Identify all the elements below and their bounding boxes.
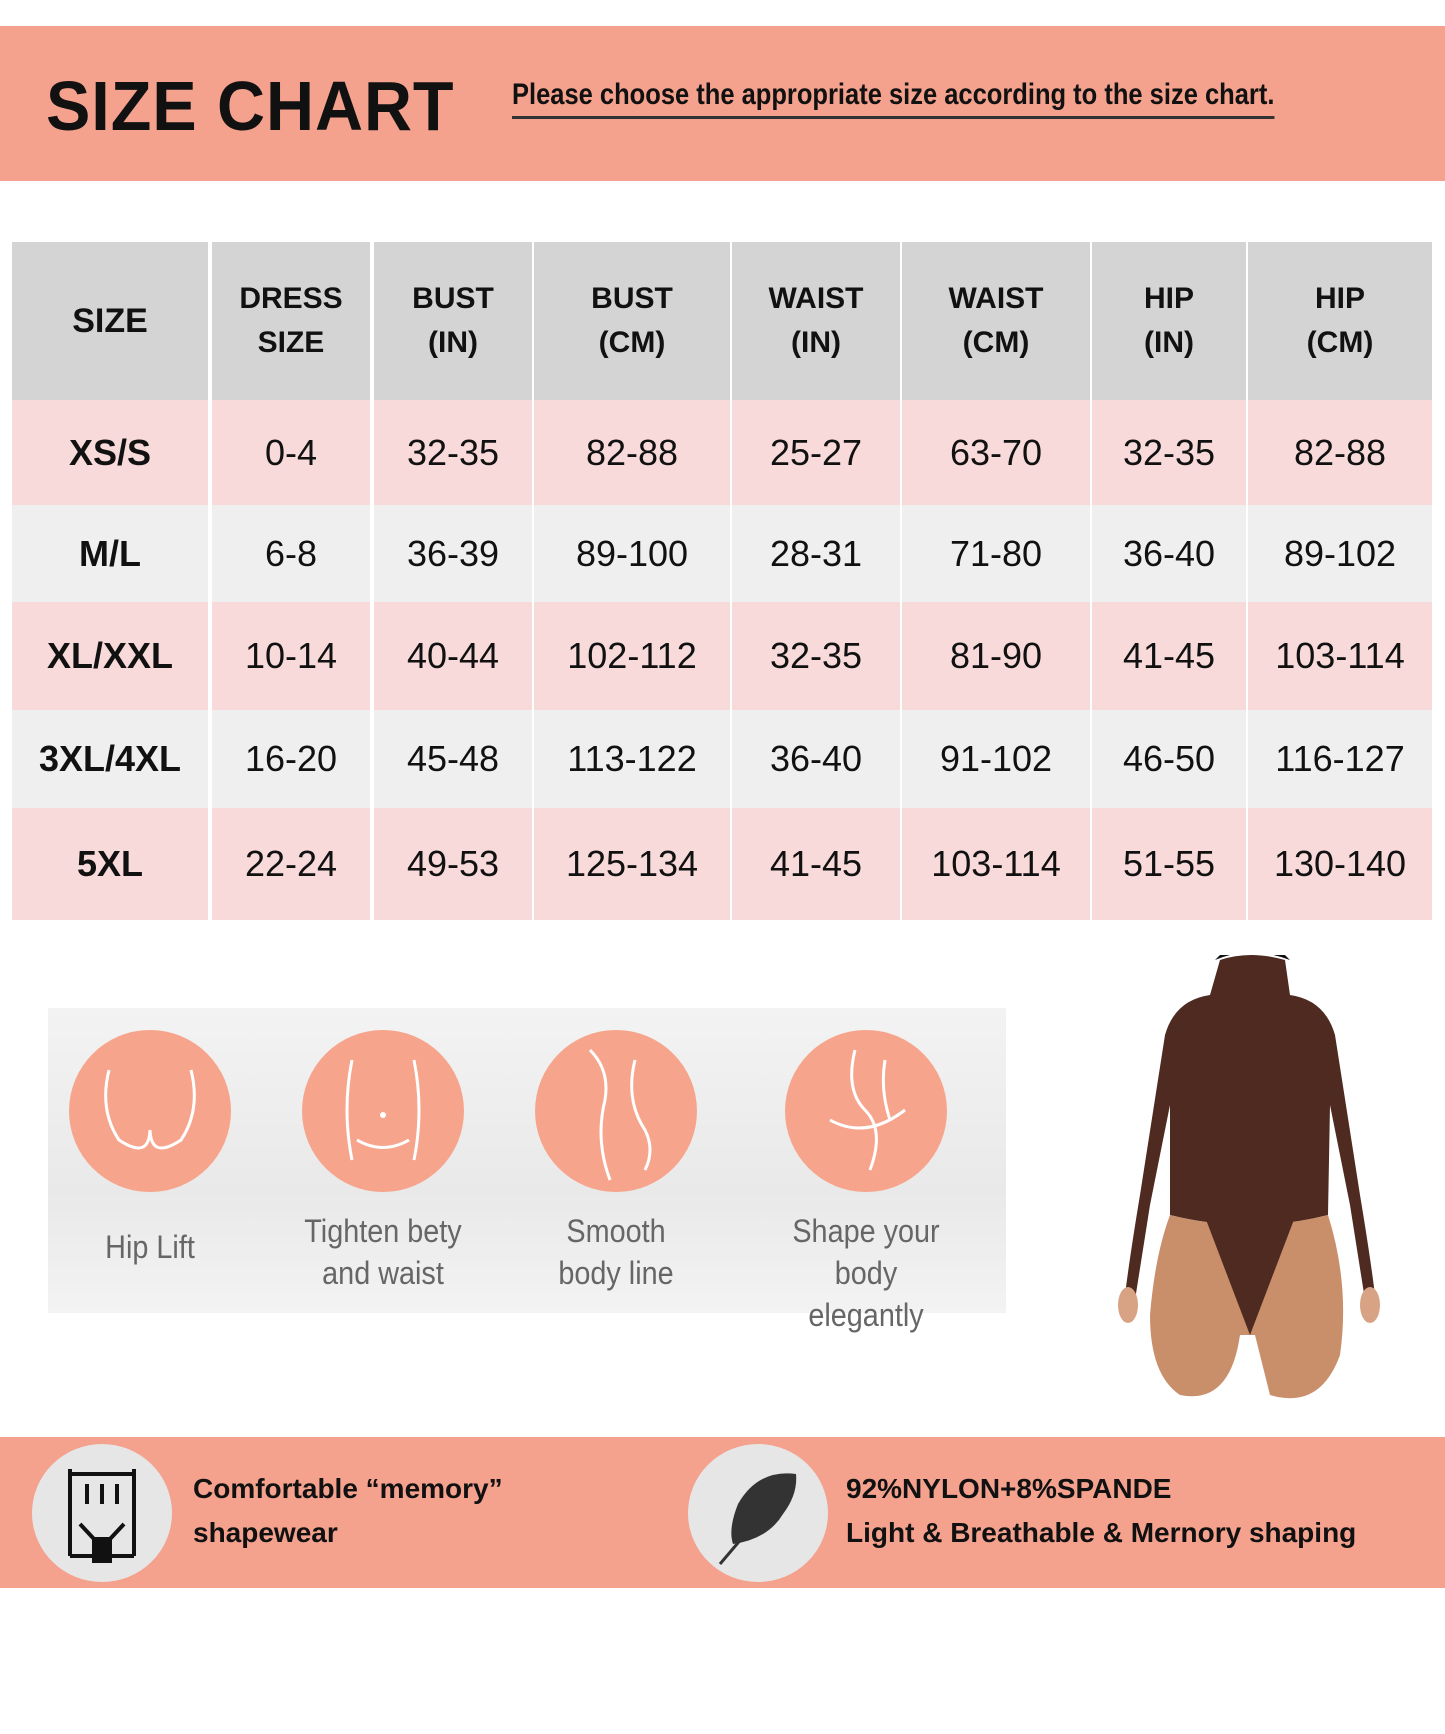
cell-bust-cm: 89-100 bbox=[534, 505, 730, 602]
hair bbox=[1215, 955, 1290, 960]
cell-waist-in: 28-31 bbox=[732, 505, 900, 602]
cell-dress-size: 10-14 bbox=[212, 602, 370, 710]
cell-dress-size: 6-8 bbox=[212, 505, 370, 602]
feature-label: Smooth body line bbox=[526, 1210, 706, 1294]
cell-hip-in: 36-40 bbox=[1092, 505, 1246, 602]
subtitle: Please choose the appropriate size accor… bbox=[512, 78, 1275, 119]
cell-hip-cm: 89-102 bbox=[1248, 505, 1432, 602]
bodysuit bbox=[1125, 955, 1375, 1300]
cell-waist-in: 32-35 bbox=[732, 602, 900, 710]
header-label: BUST (CM) bbox=[591, 282, 673, 359]
feature-label: Shape your body elegantly bbox=[776, 1210, 956, 1336]
cell-hip-cm: 116-127 bbox=[1248, 710, 1432, 808]
cell-hip-in: 41-45 bbox=[1092, 602, 1246, 710]
header-hip-in: HIP (IN) bbox=[1092, 242, 1246, 400]
cell-bust-cm: 102-112 bbox=[534, 602, 730, 710]
comfort-line2: shapewear bbox=[193, 1517, 338, 1548]
cell-bust-cm: 82-88 bbox=[534, 400, 730, 505]
header-label: BUST (IN) bbox=[412, 282, 494, 359]
cell-dress-size: 16-20 bbox=[212, 710, 370, 808]
shapewear-icon bbox=[32, 1444, 172, 1582]
cell-dress-size: 22-24 bbox=[212, 808, 370, 920]
feature-label-line1: Shape your bbox=[792, 1213, 940, 1249]
page-title: SIZE CHART bbox=[46, 67, 455, 145]
header-bust-in: BUST (IN) bbox=[374, 242, 532, 400]
cell-size: XS/S bbox=[12, 400, 208, 505]
bottom-band: Comfortable “memory” shapewear 92%NYLON+… bbox=[0, 1437, 1445, 1588]
comfort-line1: Comfortable “memory” bbox=[193, 1473, 503, 1504]
feature-label-line1: Smooth bbox=[566, 1213, 666, 1249]
header-waist-in: WAIST (IN) bbox=[732, 242, 900, 400]
header-label: HIP (CM) bbox=[1306, 282, 1374, 359]
cell-waist-in: 36-40 bbox=[732, 710, 900, 808]
header-label: WAIST (CM) bbox=[948, 282, 1044, 359]
material-text: 92%NYLON+8%SPANDE bbox=[846, 1473, 1172, 1504]
header-label: SIZE bbox=[72, 302, 148, 340]
cell-size: XL/XXL bbox=[12, 602, 208, 710]
cell-bust-cm: 113-122 bbox=[534, 710, 730, 808]
cell-waist-in: 25-27 bbox=[732, 400, 900, 505]
feature-item: Smooth body line bbox=[516, 1030, 716, 1294]
body-line-icon bbox=[535, 1030, 697, 1192]
cell-waist-cm: 71-80 bbox=[902, 505, 1090, 602]
breathable-text: Light & Breathable & Mernory shaping bbox=[846, 1517, 1357, 1548]
header-bust-cm: BUST (CM) bbox=[534, 242, 730, 400]
cell-waist-cm: 81-90 bbox=[902, 602, 1090, 710]
cell-dress-size: 0-4 bbox=[212, 400, 370, 505]
feature-item: Shape your body elegantly bbox=[766, 1030, 966, 1336]
header-label: WAIST (IN) bbox=[768, 282, 864, 359]
cell-waist-in: 41-45 bbox=[732, 808, 900, 920]
cell-hip-cm: 130-140 bbox=[1248, 808, 1432, 920]
cell-hip-cm: 103-114 bbox=[1248, 602, 1432, 710]
left-hand bbox=[1118, 1287, 1138, 1323]
feature-label-line2: body elegantly bbox=[808, 1255, 924, 1333]
header-waist-cm: WAIST (CM) bbox=[902, 242, 1090, 400]
cell-hip-in: 32-35 bbox=[1092, 400, 1246, 505]
cell-waist-cm: 63-70 bbox=[902, 400, 1090, 505]
belly-icon bbox=[302, 1030, 464, 1192]
feature-label-line2: body line bbox=[558, 1255, 674, 1291]
cell-hip-in: 51-55 bbox=[1092, 808, 1246, 920]
cell-waist-cm: 91-102 bbox=[902, 710, 1090, 808]
feature-label-line2: and waist bbox=[322, 1255, 444, 1291]
header-dress-size: DRESS SIZE bbox=[212, 242, 370, 400]
cell-bust-in: 40-44 bbox=[374, 602, 532, 710]
cell-bust-in: 32-35 bbox=[374, 400, 532, 505]
header-label: DRESS SIZE bbox=[239, 282, 343, 359]
product-image bbox=[1118, 955, 1380, 1399]
right-hand bbox=[1360, 1287, 1380, 1323]
cell-size: 3XL/4XL bbox=[12, 710, 208, 808]
hip-icon bbox=[69, 1030, 231, 1192]
body-shape-icon bbox=[785, 1030, 947, 1192]
cell-waist-cm: 103-114 bbox=[902, 808, 1090, 920]
feature-item: Tighten bety and waist bbox=[283, 1030, 483, 1294]
feature-label: Tighten bety and waist bbox=[293, 1210, 473, 1294]
cell-hip-cm: 82-88 bbox=[1248, 400, 1432, 505]
header-band: SIZE CHART Please choose the appropriate… bbox=[0, 26, 1445, 181]
feature-label-line1: Hip Lift bbox=[105, 1229, 195, 1265]
header-label: HIP (IN) bbox=[1143, 282, 1194, 359]
cell-bust-cm: 125-134 bbox=[534, 808, 730, 920]
cell-bust-in: 45-48 bbox=[374, 710, 532, 808]
cell-hip-in: 46-50 bbox=[1092, 710, 1246, 808]
cell-size: M/L bbox=[12, 505, 208, 602]
cell-bust-in: 49-53 bbox=[374, 808, 532, 920]
features-panel: Hip Lift Tighten bety and waist Smooth bod… bbox=[48, 1008, 1006, 1333]
cell-bust-in: 36-39 bbox=[374, 505, 532, 602]
cell-size: 5XL bbox=[12, 808, 208, 920]
size-table: SIZE DRESS SIZE BUST (IN) BUST (CM) WAIST (IN) WA… bbox=[12, 242, 1432, 920]
feature-item: Hip Lift bbox=[50, 1030, 250, 1268]
header-hip-cm: HIP (CM) bbox=[1248, 242, 1432, 400]
thong bbox=[1205, 1217, 1295, 1335]
feature-label: Hip Lift bbox=[60, 1226, 240, 1268]
feather-icon bbox=[688, 1444, 828, 1582]
feature-label-line1: Tighten bety bbox=[304, 1213, 462, 1249]
header-size: SIZE bbox=[12, 242, 208, 400]
